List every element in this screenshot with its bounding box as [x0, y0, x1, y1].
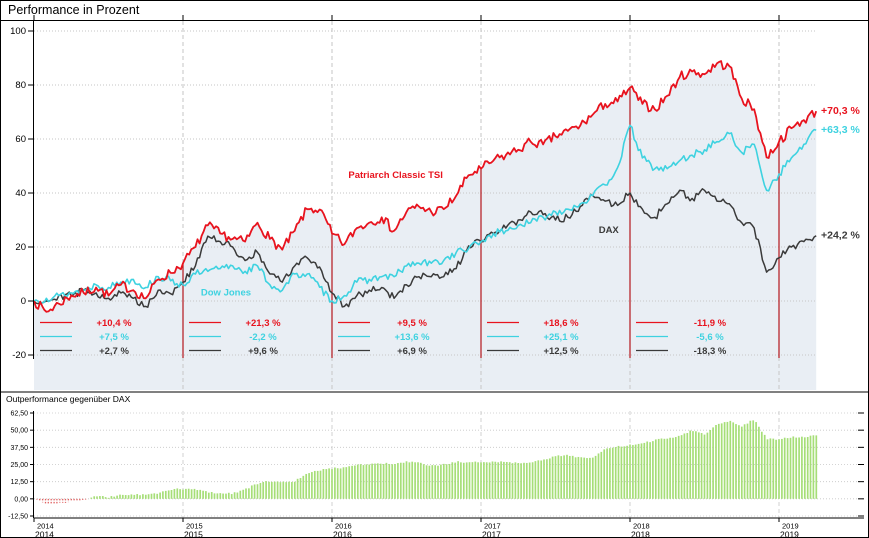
x-axis-year-label: 2018 — [631, 530, 650, 538]
x-axis-year-label: 2015 — [186, 522, 203, 531]
annual-return-value: +6,9 % — [397, 346, 427, 357]
svg-text:0,00: 0,00 — [14, 496, 28, 503]
annual-return-value: -18,3 % — [694, 346, 727, 357]
x-axis-year-label: 2017 — [484, 522, 501, 531]
annual-return-value: +13,6 % — [394, 332, 430, 343]
annual-return-value: +10,4 % — [96, 318, 132, 329]
annual-returns: +10,4 % +7,5 % +2,7 % +21,3 % -2,2 % +9,6 % +9… — [40, 318, 727, 357]
svg-text:-12,50: -12,50 — [8, 513, 28, 520]
x-axis-year-label: 2019 — [780, 530, 799, 538]
svg-text:37,50: 37,50 — [10, 445, 28, 452]
year-divider-lines — [182, 87, 780, 358]
svg-text:80: 80 — [15, 80, 26, 91]
annual-return-value: +12,5 % — [543, 346, 579, 357]
annual-return-value: +2,7 % — [99, 346, 129, 357]
series-line — [33, 60, 818, 313]
svg-text:25,00: 25,00 — [10, 462, 28, 469]
series-line — [33, 188, 817, 308]
outperformance-axes: 62,5050,0037,5025,0012,500,00-12,5020142… — [8, 411, 864, 538]
svg-text:62,50: 62,50 — [10, 411, 28, 418]
x-axis-year-label: 2016 — [333, 530, 352, 538]
main-chart-panel: 100 80 60 40 20 0 -20 DAX +24,2 % Dow Jones +63,3… — [1, 15, 868, 393]
series-end-value-label: +63,3 % — [821, 124, 860, 136]
series-end-value-label: +24,2 % — [821, 230, 860, 242]
series-name-label: Dow Jones — [201, 288, 251, 299]
x-axis-year-label: 2014 — [35, 530, 54, 538]
svg-text:0: 0 — [21, 296, 26, 307]
svg-text:-20: -20 — [12, 350, 26, 361]
x-axis-year-label: 2019 — [782, 522, 799, 531]
annual-return-value: +18,6 % — [543, 318, 579, 329]
series-name-label: Patriarch Classic TSI — [348, 170, 443, 181]
svg-text:40: 40 — [15, 188, 26, 199]
main-axes: 100 80 60 40 20 0 -20 — [1, 15, 868, 393]
x-axis-year-label: 2018 — [633, 522, 650, 531]
annual-return-value: +7,5 % — [99, 332, 129, 343]
annual-return-value: +9,6 % — [248, 346, 278, 357]
svg-text:12,50: 12,50 — [10, 479, 28, 486]
tsi-area-fill — [34, 61, 817, 390]
svg-text:20: 20 — [15, 242, 26, 253]
annual-return-value: -2,2 % — [249, 332, 277, 343]
svg-text:60: 60 — [15, 134, 26, 145]
outperformance-bars — [36, 420, 818, 505]
annual-return-value: -11,9 % — [694, 318, 727, 329]
svg-text:100: 100 — [10, 26, 26, 37]
x-axis-year-label: 2014 — [37, 522, 54, 531]
annual-return-value: +9,5 % — [397, 318, 427, 329]
x-axis-year-label: 2017 — [482, 530, 501, 538]
series-lines — [33, 60, 818, 313]
outperformance-panel: 62,5050,0037,5025,0012,500,00-12,5020142… — [8, 411, 864, 538]
series-labels: DAX +24,2 % Dow Jones +63,3 % Patriarch Clas… — [201, 105, 861, 298]
x-axis-year-label: 2016 — [335, 522, 352, 531]
outperformance-title: Outperformance gegenüber DAX — [6, 394, 131, 404]
annual-return-value: +25,1 % — [543, 332, 579, 343]
x-axis-year-label: 2015 — [184, 530, 203, 538]
chart-title: Performance in Prozent — [8, 3, 140, 17]
series-end-value-label: +70,3 % — [821, 105, 860, 117]
series-name-label: DAX — [599, 225, 620, 236]
svg-text:50,00: 50,00 — [10, 428, 28, 435]
annual-return-value: +21,3 % — [245, 318, 281, 329]
annual-return-value: -5,6 % — [696, 332, 724, 343]
